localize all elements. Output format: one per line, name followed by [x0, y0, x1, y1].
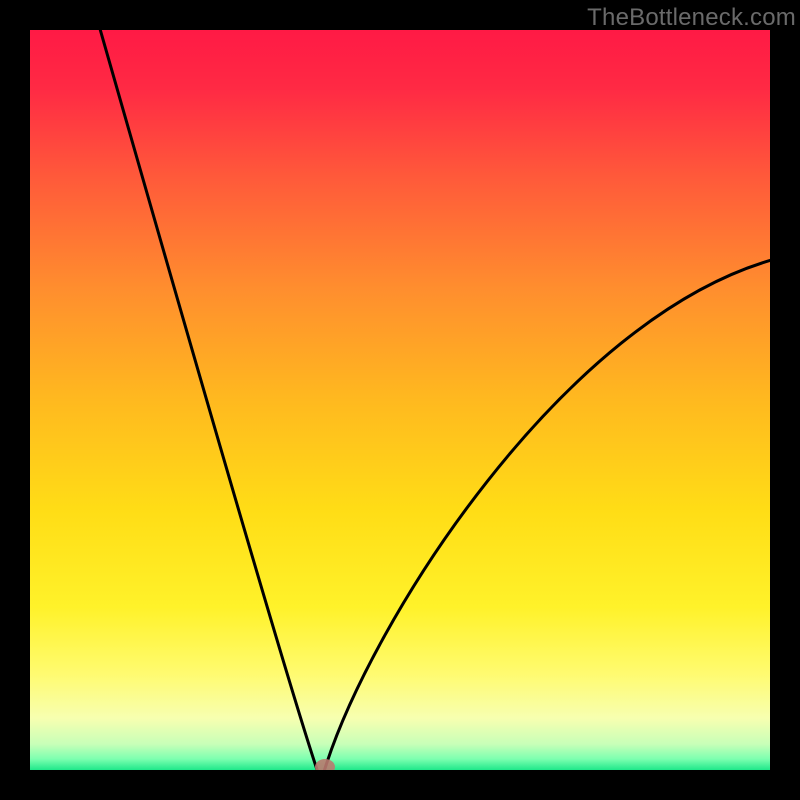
curve-layer — [30, 30, 770, 770]
curve-right-branch — [325, 259, 770, 770]
chart-stage: TheBottleneck.com — [0, 0, 800, 800]
minimum-marker — [315, 759, 335, 770]
watermark-text: TheBottleneck.com — [587, 4, 796, 32]
plot-area — [30, 30, 770, 770]
curve-left-branch — [100, 30, 317, 770]
